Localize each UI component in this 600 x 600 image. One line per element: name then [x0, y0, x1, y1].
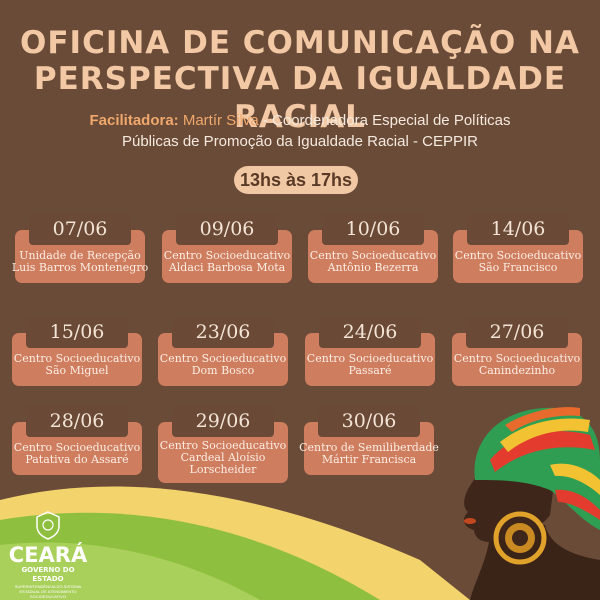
facilitator-role-2: Públicas de Promoção da Igualdade Racial… [121, 133, 423, 150]
facilitator-line-1: Facilitadora: Martír Silva - Coordenador… [0, 110, 600, 132]
session-place-line-2: São Miguel [45, 363, 109, 377]
time-badge: 13hs às 17hs [234, 166, 358, 194]
title-line-2: PERSPECTIVA DA IGUALDADE RACIAL [33, 61, 567, 135]
session-place-line-1: Centro Socioeducativo [159, 351, 287, 365]
session-card: 07/06 Unidade de Recepção Luis Barros Mon… [11, 213, 149, 283]
ceara-government-logo: CEARÁ GOVERNO DO ESTADO SUPERINTENDÊNCIA… [8, 510, 88, 599]
session-place-line-2: Cardeal Aloísio [180, 450, 266, 464]
session-card: 28/06 Centro Socioeducativo Patativa do A… [12, 405, 142, 475]
session-place-line-1: Centro Socioeducativo [454, 248, 582, 262]
logo-small-3: SOCIOEDUCATIVO [30, 594, 66, 599]
session-place-line-2: Passaré [348, 363, 392, 377]
facilitator-role-1: Coordenadora Especial de Políticas [272, 112, 511, 129]
session-place-line-2: Dom Bosco [191, 363, 255, 377]
session-place-line-1: Centro Socioeducativo [309, 248, 437, 262]
title-line-1: OFICINA DE COMUNICAÇÃO NA [20, 25, 580, 61]
session-place-line-3: Lorscheider [189, 462, 257, 476]
session-card: 09/06 Centro Socioeducativo Aldaci Barbos… [162, 213, 292, 283]
session-place-line-2: Antônio Bezerra [327, 260, 419, 274]
session-card: 15/06 Centro Socioeducativo São Miguel [12, 316, 142, 386]
session-place-line-1: Centro Socioeducativo [159, 438, 287, 452]
session-card: 24/06 Centro Socioeducativo Passaré [305, 316, 435, 386]
session-date: 10/06 [322, 213, 424, 245]
logo-government: GOVERNO DO ESTADO [21, 566, 75, 583]
session-date: 29/06 [172, 405, 274, 437]
session-place-line-2: Patativa do Assaré [25, 452, 129, 466]
facilitator-label: Facilitadora: [89, 112, 179, 129]
session-date: 15/06 [26, 316, 128, 348]
session-date: 30/06 [318, 405, 420, 437]
logo-small-1: SUPERINTENDÊNCIA DO SISTEMA [14, 584, 82, 589]
session-place-line-2: Canindezinho [478, 363, 556, 377]
session-card: 23/06 Centro Socioeducativo Dom Bosco [158, 316, 288, 386]
session-card: 27/06 Centro Socioeducativo Canindezinho [452, 316, 582, 386]
session-card: 14/06 Centro Socioeducativo São Francisco [453, 213, 583, 283]
session-place-line-2: Aldaci Barbosa Mota [168, 260, 286, 274]
session-date: 27/06 [466, 316, 568, 348]
session-date: 28/06 [26, 405, 128, 437]
session-card: 30/06 Centro de Semiliberdade Mártir Fran… [299, 405, 439, 475]
session-place-line-1: Centro de Semiliberdade [299, 440, 439, 454]
session-place-line-1: Centro Socioeducativo [13, 440, 141, 454]
logo-name: CEARÁ [8, 543, 88, 567]
session-place-line-1: Centro Socioeducativo [13, 351, 141, 365]
woman-with-headwrap-illustration [463, 407, 600, 600]
facilitator-acronym: CEPPIR [422, 133, 479, 150]
ceara-coat-of-arms-icon [36, 511, 60, 540]
facilitator-line-2: Públicas de Promoção da Igualdade Racial… [0, 131, 600, 153]
session-date: 09/06 [176, 213, 278, 245]
session-place-line-2: Luis Barros Montenegro [11, 260, 149, 274]
session-place-line-1: Centro Socioeducativo [306, 351, 434, 365]
session-date: 07/06 [29, 213, 131, 245]
session-place-line-1: Centro Socioeducativo [453, 351, 581, 365]
session-card: 10/06 Centro Socioeducativo Antônio Bezer… [308, 213, 438, 283]
facilitator-name: Martír Silva [182, 112, 259, 129]
session-date: 24/06 [319, 316, 421, 348]
session-date: 23/06 [172, 316, 274, 348]
session-card: 29/06 Centro Socioeducativo Cardeal Aloís… [158, 405, 288, 483]
logo-small-2: ESTADUAL DE ATENDIMENTO [19, 589, 77, 594]
facilitator-dash: - [258, 112, 273, 129]
session-date: 14/06 [467, 213, 569, 245]
session-place-line-2: Mártir Francisca [321, 452, 417, 466]
session-place-line-1: Unidade de Recepção [19, 248, 141, 262]
session-place-line-2: São Francisco [478, 260, 558, 274]
session-place-line-1: Centro Socioeducativo [163, 248, 291, 262]
